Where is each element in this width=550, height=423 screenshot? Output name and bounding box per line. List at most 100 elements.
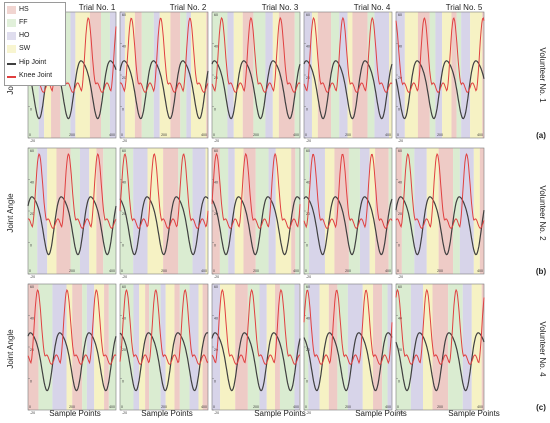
hip-joint-line xyxy=(395,196,485,256)
hip-joint-line xyxy=(395,332,485,392)
phase-band-ff xyxy=(149,284,161,410)
x-tick-label: 200 xyxy=(69,269,75,273)
phase-band-hs xyxy=(89,12,102,138)
y-tick-label: -20 xyxy=(306,411,311,415)
y-tick-label: 0 xyxy=(122,108,124,112)
x-tick-label: 200 xyxy=(437,269,443,273)
y-tick-label: 0 xyxy=(398,108,400,112)
phase-band-ff xyxy=(348,148,360,274)
y-axis-label-row-3: Joint Angle xyxy=(6,329,15,369)
phase-band-sw xyxy=(233,12,243,138)
phase-band-hs xyxy=(243,148,256,274)
phase-band-ho xyxy=(308,284,320,410)
x-tick-label: 0 xyxy=(29,269,31,273)
y-tick-label: 0 xyxy=(306,108,308,112)
phase-band-ff xyxy=(331,12,340,138)
x-tick-label: 200 xyxy=(253,269,259,273)
phase-band-sw xyxy=(205,148,208,274)
x-tick-label: 0 xyxy=(213,133,215,137)
phase-band-sw xyxy=(470,12,483,138)
phase-band-sw xyxy=(471,284,482,410)
phase-band-ho xyxy=(160,284,166,410)
x-tick-label: 400 xyxy=(293,405,299,409)
phase-band-ff xyxy=(304,284,309,410)
phase-band-hs xyxy=(170,12,181,138)
hip-joint-line xyxy=(119,332,209,392)
y-tick-label: 40 xyxy=(214,45,218,49)
phase-band-ff xyxy=(295,148,300,274)
phase-band-ff xyxy=(253,12,266,138)
subplot-r3-c2: -20 0 20 40 60 0 200 400 xyxy=(119,283,209,415)
phase-band-sw xyxy=(75,12,90,138)
sw-swatch xyxy=(7,45,16,53)
knee-joint-line xyxy=(27,16,117,93)
x-tick-label: 200 xyxy=(345,405,351,409)
y-tick-label: -20 xyxy=(122,139,127,143)
panel-label-a: (a) xyxy=(536,131,546,140)
phase-band-hs xyxy=(317,12,332,138)
phase-band-ho xyxy=(86,284,95,410)
phase-band-ho xyxy=(37,148,48,274)
y-tick-label: 60 xyxy=(306,149,310,153)
phase-band-ho xyxy=(309,148,325,274)
phase-band-ff xyxy=(367,12,375,138)
knee-joint-line xyxy=(119,17,209,93)
phase-band-ho xyxy=(212,284,221,410)
phase-band-ff xyxy=(70,148,80,274)
y-tick-label: 60 xyxy=(30,285,34,289)
phase-band-hs xyxy=(242,12,254,138)
row-label-volunteer-1: Volunteer No. 1 xyxy=(538,47,547,103)
phase-band-ho xyxy=(52,284,67,410)
column-title-3: Trial No. 3 xyxy=(262,3,299,12)
panel-label-c: (c) xyxy=(536,403,546,412)
hip-joint-line xyxy=(303,196,393,256)
hip-joint-line xyxy=(211,196,301,256)
legend-label-ho: HO xyxy=(19,32,30,39)
y-tick-label: 20 xyxy=(398,212,402,216)
phase-band-sw xyxy=(347,12,353,138)
phase-band-ho xyxy=(133,148,148,274)
hip-joint-line xyxy=(27,60,117,120)
phase-band-ff xyxy=(247,284,260,410)
x-tick-label: 200 xyxy=(161,133,167,137)
phase-band-hs xyxy=(174,284,180,410)
y-tick-label: 0 xyxy=(122,244,124,248)
x-tick-label: 0 xyxy=(305,269,307,273)
x-tick-label: 400 xyxy=(293,133,299,137)
phase-band-ff xyxy=(382,284,388,410)
y-tick-label: 40 xyxy=(122,181,126,185)
subplot-r2-c3: -20 0 20 40 60 0 200 400 xyxy=(211,147,301,279)
phase-band-ho xyxy=(435,12,443,138)
x-tick-label: 400 xyxy=(477,405,483,409)
y-tick-label: -20 xyxy=(30,411,35,415)
knee-joint-line xyxy=(303,16,393,93)
hip-joint-line xyxy=(27,196,117,256)
column-title-2: Trial No. 2 xyxy=(170,3,207,12)
hip-joint-line xyxy=(27,332,117,392)
x-tick-label: 0 xyxy=(397,269,399,273)
y-tick-label: -20 xyxy=(398,139,403,143)
x-axis-label-5: Sample Points xyxy=(448,409,500,418)
knee-joint-line xyxy=(395,152,485,229)
phase-band-ff xyxy=(212,12,228,138)
phase-band-ho xyxy=(120,12,125,138)
x-tick-label: 400 xyxy=(201,133,207,137)
x-tick-label: 200 xyxy=(345,133,351,137)
x-tick-label: 200 xyxy=(437,133,443,137)
y-tick-label: -20 xyxy=(214,411,219,415)
phase-band-hs xyxy=(373,284,383,410)
phase-band-ff xyxy=(141,12,154,138)
y-tick-label: 40 xyxy=(214,181,218,185)
hip-joint-line xyxy=(211,332,301,392)
y-tick-label: 0 xyxy=(398,244,400,248)
phase-band-sw xyxy=(275,148,292,274)
y-tick-label: 0 xyxy=(214,108,216,112)
y-tick-label: 20 xyxy=(214,348,218,352)
y-tick-label: 40 xyxy=(214,317,218,321)
y-tick-label: 20 xyxy=(30,212,34,216)
phase-band-ho xyxy=(259,284,267,410)
legend-label-knee: Knee Joint xyxy=(19,72,53,79)
x-tick-label: 0 xyxy=(305,405,307,409)
y-tick-label: 0 xyxy=(214,244,216,248)
